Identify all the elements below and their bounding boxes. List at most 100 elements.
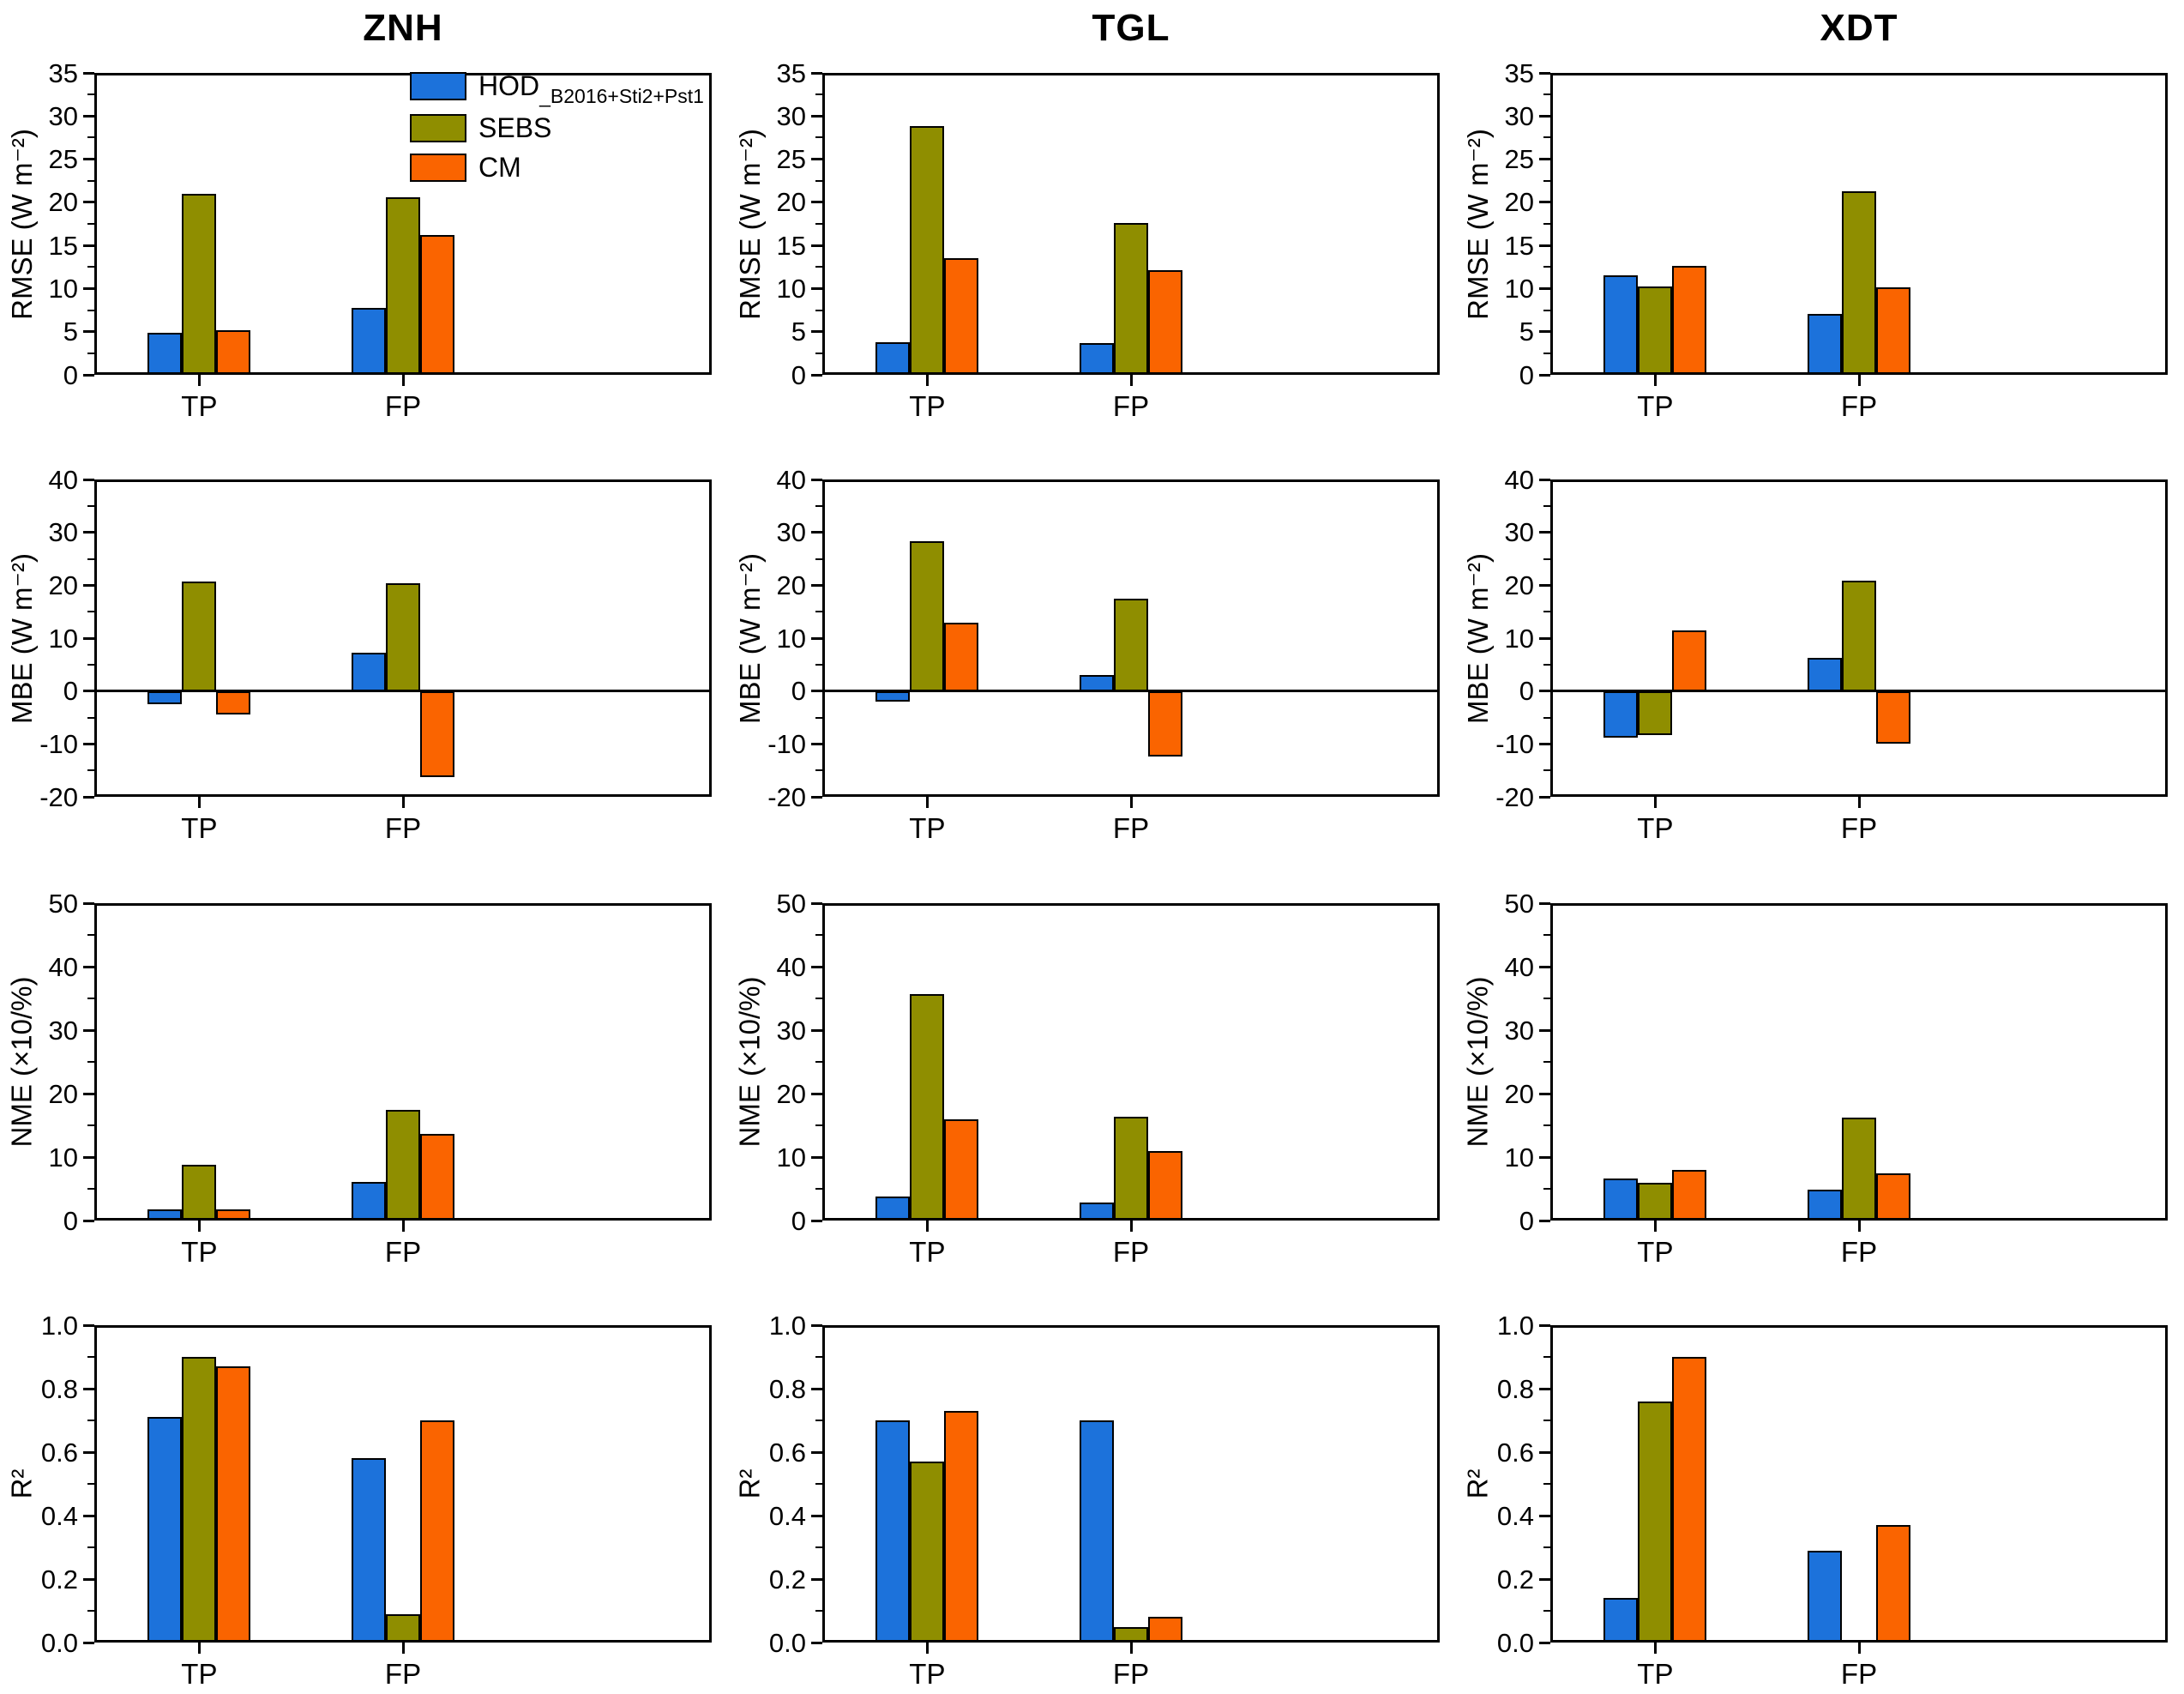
- y-minor-tick-mark: [815, 1061, 822, 1063]
- y-tick-mark: [811, 636, 822, 640]
- x-category-label-TP: TP: [1637, 812, 1674, 844]
- y-tick-label: 20: [1504, 187, 1534, 218]
- y-tick-label: 40: [1504, 951, 1534, 982]
- y-tick-mark: [811, 1219, 822, 1222]
- y-minor-tick-mark: [1543, 266, 1550, 268]
- y-tick-mark: [83, 690, 94, 693]
- y-tick-label: 30: [48, 100, 78, 131]
- y-tick-mark: [811, 583, 822, 587]
- y-tick-mark: [83, 1387, 94, 1390]
- bar-HOD-FP: [1080, 342, 1114, 375]
- bar-CM-TP: [1672, 266, 1707, 375]
- legend: HOD_B2016+Sti2+Pst1 SEBS CM: [410, 72, 704, 182]
- legend-item-HOD: HOD_B2016+Sti2+Pst1: [410, 70, 704, 108]
- y-tick-mark: [1539, 690, 1550, 693]
- y-tick-label: 50: [48, 888, 78, 919]
- y-minor-tick-mark: [815, 352, 822, 354]
- y-tick-label: 10: [776, 623, 806, 654]
- y-tick-mark: [83, 1323, 94, 1327]
- legend-label: HOD_B2016+Sti2+Pst1: [478, 70, 704, 108]
- y-tick-label: 30: [776, 517, 806, 548]
- y-tick-label: 0: [63, 1205, 78, 1236]
- bar-CM-FP: [1876, 1525, 1910, 1643]
- x-tick-mark: [925, 1643, 929, 1654]
- y-minor-tick-mark: [815, 1546, 822, 1548]
- y-minor-tick-mark: [87, 998, 94, 999]
- y-minor-tick-mark: [87, 558, 94, 560]
- bar-CM-FP: [420, 235, 454, 375]
- bar-SEBS-TP: [910, 540, 945, 691]
- y-tick-label: 10: [48, 1142, 78, 1173]
- legend-series-name: CM: [478, 152, 521, 183]
- bar-SEBS-TP: [182, 582, 217, 691]
- y-tick-mark: [811, 1387, 822, 1390]
- x-tick-mark: [401, 375, 405, 386]
- bar-CM-TP: [216, 1209, 251, 1221]
- bar-CM-FP: [1148, 690, 1182, 757]
- bar-HOD-TP: [1603, 1179, 1639, 1221]
- panel-ZNH-RMSE: ZNH RMSE (W m⁻²) 0 5 10 15 20 25 30 35 TP FP HOD_B20…: [0, 0, 728, 424]
- x-category-label-TP: TP: [1637, 1658, 1674, 1690]
- y-tick-mark: [1539, 373, 1550, 377]
- y-tick-label: 0.0: [40, 1627, 78, 1658]
- bar-SEBS-TP: [1638, 690, 1673, 735]
- y-tick-label: 5: [1519, 316, 1534, 347]
- y-minor-tick-mark: [815, 1483, 822, 1485]
- x-tick-mark: [1857, 1643, 1861, 1654]
- y-tick-mark: [1539, 478, 1550, 481]
- x-tick-mark: [197, 1221, 201, 1232]
- y-minor-tick-mark: [87, 309, 94, 311]
- y-tick-mark: [83, 636, 94, 640]
- y-tick-label: 1.0: [768, 1310, 806, 1341]
- y-tick-mark: [83, 244, 94, 247]
- y-tick-label: 0.4: [1496, 1500, 1534, 1531]
- y-tick-mark: [811, 795, 822, 799]
- y-tick-mark: [83, 583, 94, 587]
- x-category-label-TP: TP: [909, 1658, 946, 1690]
- bar-HOD-FP: [352, 1181, 386, 1221]
- bar-HOD-FP: [1808, 1550, 1842, 1643]
- y-tick-label: 20: [776, 187, 806, 218]
- x-tick-mark: [1653, 1643, 1657, 1654]
- y-tick-label: 5: [791, 316, 806, 347]
- bar-HOD-TP: [875, 1420, 911, 1643]
- y-tick-label: 0.8: [768, 1373, 806, 1404]
- y-minor-tick-mark: [87, 1061, 94, 1063]
- bar-HOD-FP: [1080, 1202, 1114, 1221]
- y-tick-label: 30: [1504, 1015, 1534, 1046]
- y-minor-tick-mark: [87, 1610, 94, 1612]
- x-tick-mark: [1857, 1221, 1861, 1232]
- x-tick-mark: [1129, 797, 1133, 808]
- y-minor-tick-mark: [87, 1124, 94, 1126]
- legend-swatch-HOD: [410, 72, 466, 100]
- y-tick-mark: [811, 1092, 822, 1095]
- y-minor-tick-mark: [1543, 1124, 1550, 1126]
- y-tick-label: 0.0: [1496, 1627, 1534, 1658]
- y-tick-mark: [83, 1514, 94, 1517]
- y-tick-mark: [811, 71, 822, 75]
- x-category-label-FP: FP: [1112, 812, 1150, 844]
- y-tick-mark: [83, 1028, 94, 1032]
- y-axis-label: NME (×10/%): [730, 903, 769, 1221]
- bar-HOD-FP: [352, 652, 386, 691]
- y-minor-tick-mark: [1543, 504, 1550, 507]
- y-tick-mark: [1539, 158, 1550, 161]
- y-tick-label: 15: [776, 230, 806, 261]
- x-category-label-FP: FP: [1840, 812, 1878, 844]
- y-tick-mark: [1539, 1450, 1550, 1454]
- bar-CM-FP: [1876, 1173, 1910, 1221]
- legend-series-name: HOD: [478, 70, 540, 101]
- y-tick-label: 0: [1519, 676, 1534, 707]
- y-tick-label: 1.0: [1496, 1310, 1534, 1341]
- bar-SEBS-TP: [910, 993, 945, 1221]
- y-minor-tick-mark: [815, 136, 822, 139]
- y-tick-label: 0.8: [1496, 1373, 1534, 1404]
- x-category-label-FP: FP: [1840, 1236, 1878, 1268]
- y-tick-label: 40: [48, 464, 78, 495]
- y-tick-mark: [811, 478, 822, 481]
- bar-CM-FP: [420, 1420, 454, 1643]
- y-tick-mark: [83, 1641, 94, 1644]
- y-tick-mark: [83, 531, 94, 534]
- y-tick-mark: [1539, 1641, 1550, 1644]
- x-tick-mark: [925, 375, 929, 386]
